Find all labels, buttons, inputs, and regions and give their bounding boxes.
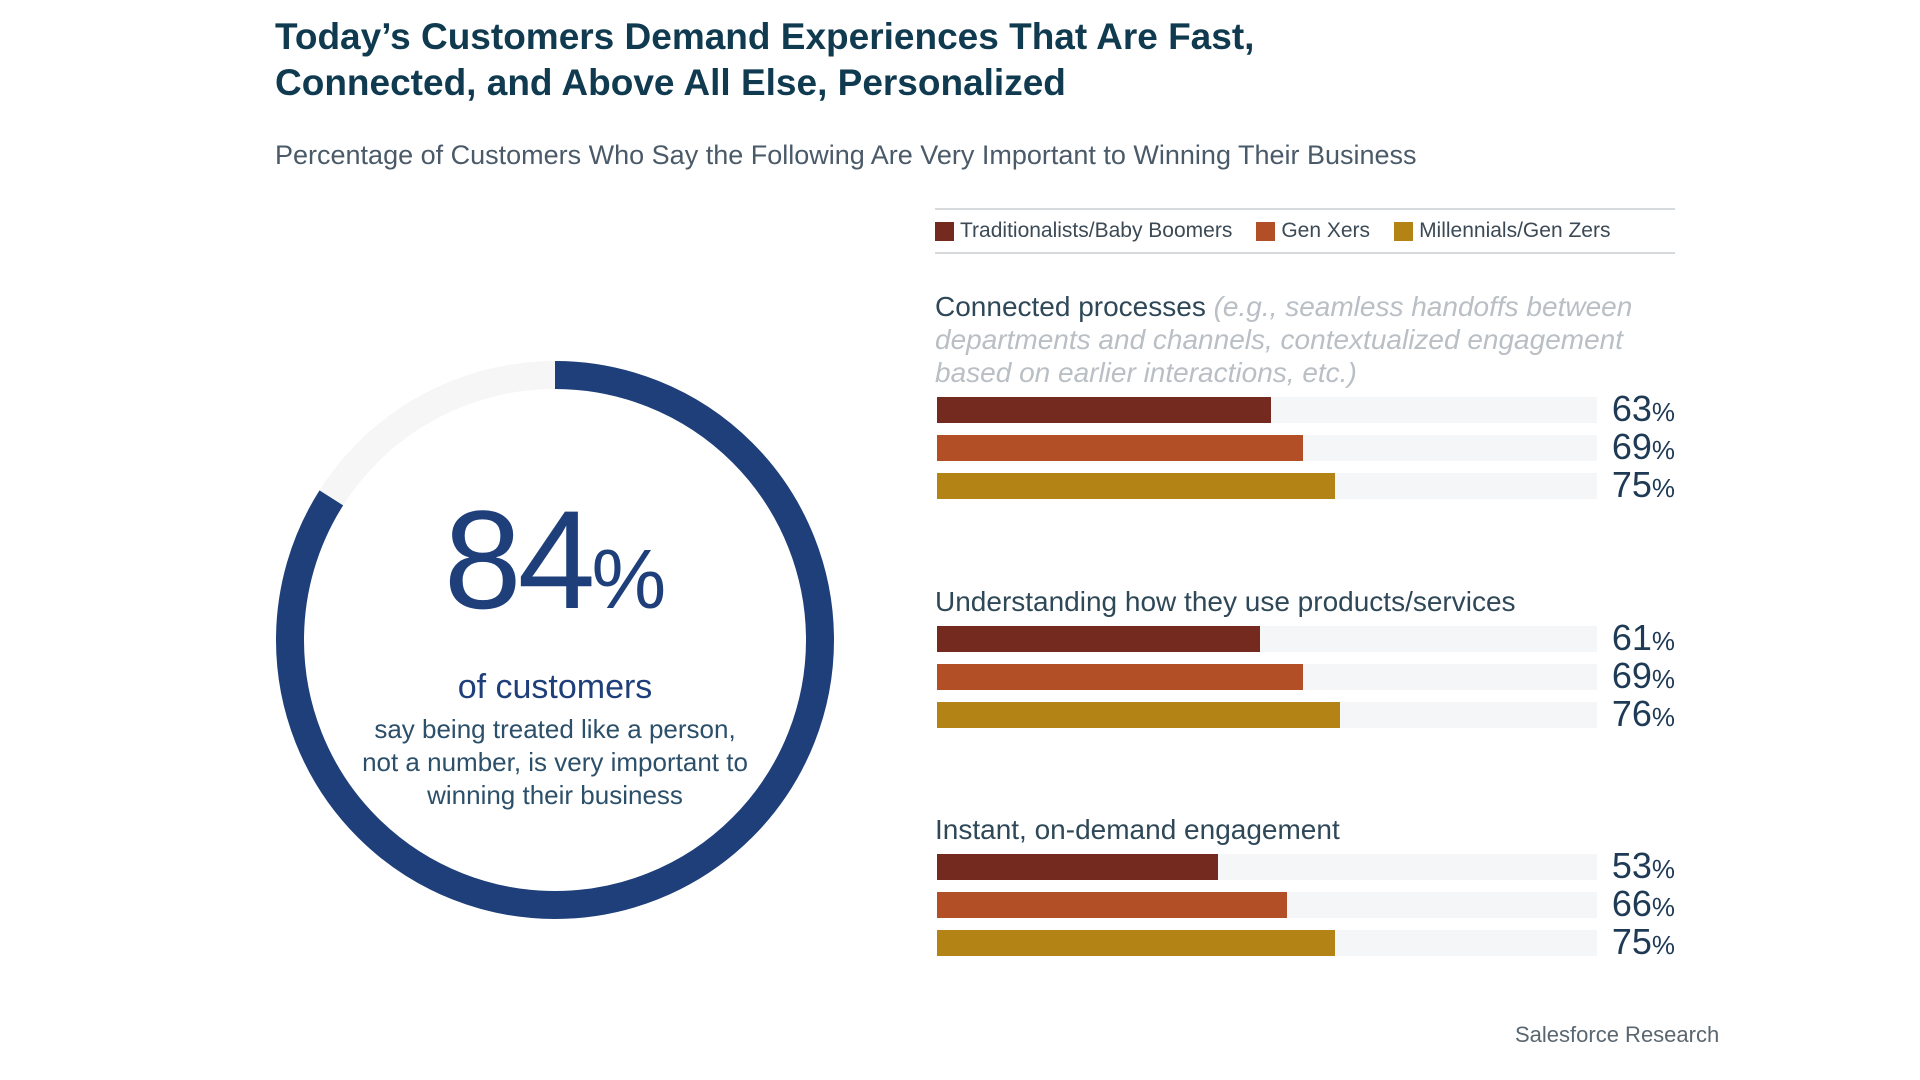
highlight-value: 84% — [270, 490, 840, 649]
bar-value-label: 69% — [1595, 427, 1675, 470]
bar — [937, 435, 1303, 461]
bar-value-unit: % — [1651, 626, 1675, 656]
bar-value-unit: % — [1651, 930, 1675, 960]
bar-value-unit: % — [1651, 435, 1675, 465]
bar-value-number: 66 — [1611, 883, 1652, 924]
bar-row: 75% — [935, 922, 1675, 964]
bar-value-number: 76 — [1611, 693, 1652, 734]
category-title: Understanding how they use products/serv… — [935, 586, 1516, 617]
bar-row: 76% — [935, 694, 1675, 736]
bar — [937, 702, 1340, 728]
bar-value-label: 66% — [1595, 884, 1675, 927]
bar — [937, 892, 1287, 918]
bar-value-number: 61 — [1611, 617, 1652, 658]
bar-value-unit: % — [1651, 854, 1675, 884]
donut-chart — [276, 361, 834, 919]
category-label: Instant, on-demand engagement — [935, 813, 1675, 846]
source-credit: Salesforce Research — [1515, 1022, 1720, 1047]
bar-row: 75% — [935, 465, 1675, 507]
bar-value-number: 63 — [1611, 388, 1652, 429]
legend-swatch — [1256, 221, 1276, 241]
bar-group: Connected processes (e.g., seamless hand… — [935, 290, 1675, 507]
category-note: (e.g., seamless handoffs between departm… — [935, 291, 1633, 388]
bar-value-number: 69 — [1611, 426, 1652, 467]
legend-label: Millennials/Gen Zers — [1419, 219, 1611, 242]
bar-value-label: 75% — [1595, 465, 1675, 508]
chart-legend: Traditionalists/Baby Boomers Gen Xers Mill… — [935, 208, 1675, 254]
bar-row: 63% — [935, 389, 1675, 431]
highlight-unit: % — [591, 532, 667, 626]
legend-item: Traditionalists/Baby Boomers — [935, 219, 1232, 243]
bar-value-number: 75 — [1611, 464, 1652, 505]
legend-swatch — [935, 221, 954, 241]
bar-value-number: 69 — [1611, 655, 1652, 696]
bar — [937, 397, 1271, 423]
legend-item: Gen Xers — [1256, 219, 1370, 243]
bar-row: 66% — [935, 884, 1675, 926]
bar-row: 69% — [935, 656, 1675, 698]
bar-value-label: 63% — [1595, 389, 1675, 432]
donut-center-text: 84% of customers say being treated like … — [270, 490, 840, 812]
bar — [937, 854, 1218, 880]
highlight-number: 84 — [443, 481, 596, 638]
bar-value-number: 75 — [1611, 921, 1652, 962]
bar-value-label: 75% — [1595, 922, 1675, 965]
bar-row: 61% — [935, 618, 1675, 660]
bar-value-unit: % — [1651, 664, 1675, 694]
bar — [937, 626, 1260, 652]
highlight-description: say being treated like a person, not a n… — [362, 714, 748, 810]
chart-subtitle: Percentage of Customers Who Say the Foll… — [275, 140, 1417, 170]
bar-value-label: 61% — [1595, 618, 1675, 661]
bar-group: Understanding how they use products/serv… — [935, 585, 1675, 736]
legend-item: Millennials/Gen Zers — [1394, 219, 1610, 243]
bar-group: Instant, on-demand engagement 53% 66% 75% — [935, 813, 1675, 964]
bar-row: 69% — [935, 427, 1675, 469]
chart-title: Today’s Customers Demand Experiences Tha… — [275, 14, 1375, 106]
chart-title-line-2: Connected, and Above All Else, Personali… — [275, 62, 1066, 103]
category-label: Connected processes (e.g., seamless hand… — [935, 290, 1675, 389]
category-title: Connected processes — [935, 291, 1206, 322]
bar-value-label: 69% — [1595, 656, 1675, 699]
bar-value-number: 53 — [1611, 845, 1652, 886]
bar-value-unit: % — [1651, 892, 1675, 922]
bar-value-unit: % — [1651, 702, 1675, 732]
bar-value-label: 76% — [1595, 694, 1675, 737]
donut-arc — [276, 361, 834, 919]
bar — [937, 930, 1335, 956]
category-label: Understanding how they use products/serv… — [935, 585, 1675, 618]
bar-row: 53% — [935, 846, 1675, 888]
bar-value-label: 53% — [1595, 846, 1675, 889]
legend-label: Gen Xers — [1281, 219, 1371, 242]
chart-title-line-1: Today’s Customers Demand Experiences Tha… — [275, 16, 1255, 57]
bar — [937, 473, 1335, 499]
legend-swatch — [1394, 221, 1414, 241]
highlight-label: of customers — [457, 668, 653, 706]
bar-value-unit: % — [1651, 397, 1675, 427]
legend-label: Traditionalists/Baby Boomers — [960, 219, 1233, 242]
category-title: Instant, on-demand engagement — [935, 814, 1340, 845]
bar — [937, 664, 1303, 690]
bar-value-unit: % — [1651, 473, 1675, 503]
